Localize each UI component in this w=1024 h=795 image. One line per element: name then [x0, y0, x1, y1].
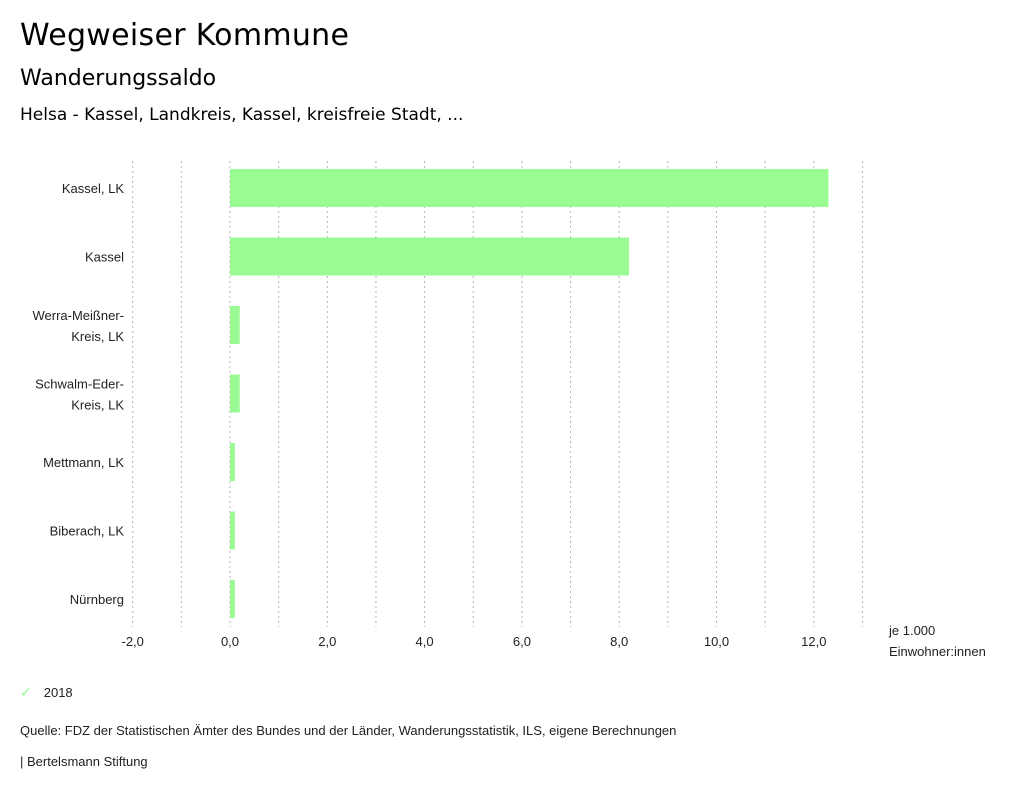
category-label: Werra-Meißner- Kreis, LK [33, 308, 125, 344]
legend[interactable]: ✓ 2018 [20, 684, 73, 701]
bar[interactable] [230, 374, 240, 413]
region-filter[interactable]: Helsa - Kassel, Landkreis, Kassel, kreis… [20, 105, 464, 125]
source-note: Quelle: FDZ der Statistischen Ämter des … [20, 723, 677, 738]
category-label-line: Kreis, LK [71, 398, 124, 413]
x-tick-label: 12,0 [801, 634, 826, 649]
category-label: Nürnberg [70, 592, 124, 607]
credit-note: | Bertelsmann Stiftung [20, 754, 148, 769]
check-icon: ✓ [20, 684, 32, 700]
x-axis-unit-line: Einwohner:innen [889, 644, 986, 659]
x-tick-label: 0,0 [221, 634, 239, 649]
x-tick-labels: -2,0 0,0 2,0 4,0 6,0 8,0 10,0 12,0 [121, 634, 826, 649]
page-title: Wegweiser Kommune [20, 18, 350, 53]
chart-subtitle: Wanderungssaldo [20, 66, 217, 91]
bar[interactable] [230, 237, 629, 276]
category-label-line: Schwalm-Eder- [35, 377, 124, 392]
category-label: Biberach, LK [50, 524, 125, 539]
x-axis-unit-label: je 1.000 Einwohner:innen [888, 623, 986, 659]
gridlines [132, 161, 863, 627]
x-tick-label: 2,0 [318, 634, 336, 649]
category-label: Schwalm-Eder- Kreis, LK [35, 377, 124, 413]
bars [230, 169, 829, 618]
x-tick-label: 6,0 [513, 634, 531, 649]
x-tick-label: 10,0 [704, 634, 729, 649]
category-label: Kassel [85, 250, 124, 265]
bar[interactable] [230, 169, 829, 207]
category-label-line: Kreis, LK [71, 329, 124, 344]
x-tick-label: 4,0 [416, 634, 434, 649]
x-tick-label: -2,0 [121, 634, 143, 649]
legend-label-2018: 2018 [43, 685, 73, 700]
bar[interactable] [230, 306, 240, 344]
category-label-line: Werra-Meißner- [33, 308, 125, 323]
bar[interactable] [230, 511, 235, 550]
bar[interactable] [230, 443, 235, 481]
category-label: Mettmann, LK [43, 455, 124, 470]
x-axis-unit-line: je 1.000 [888, 623, 935, 638]
bar[interactable] [230, 580, 235, 618]
category-label: Kassel, LK [62, 181, 124, 196]
x-tick-label: 8,0 [610, 634, 628, 649]
